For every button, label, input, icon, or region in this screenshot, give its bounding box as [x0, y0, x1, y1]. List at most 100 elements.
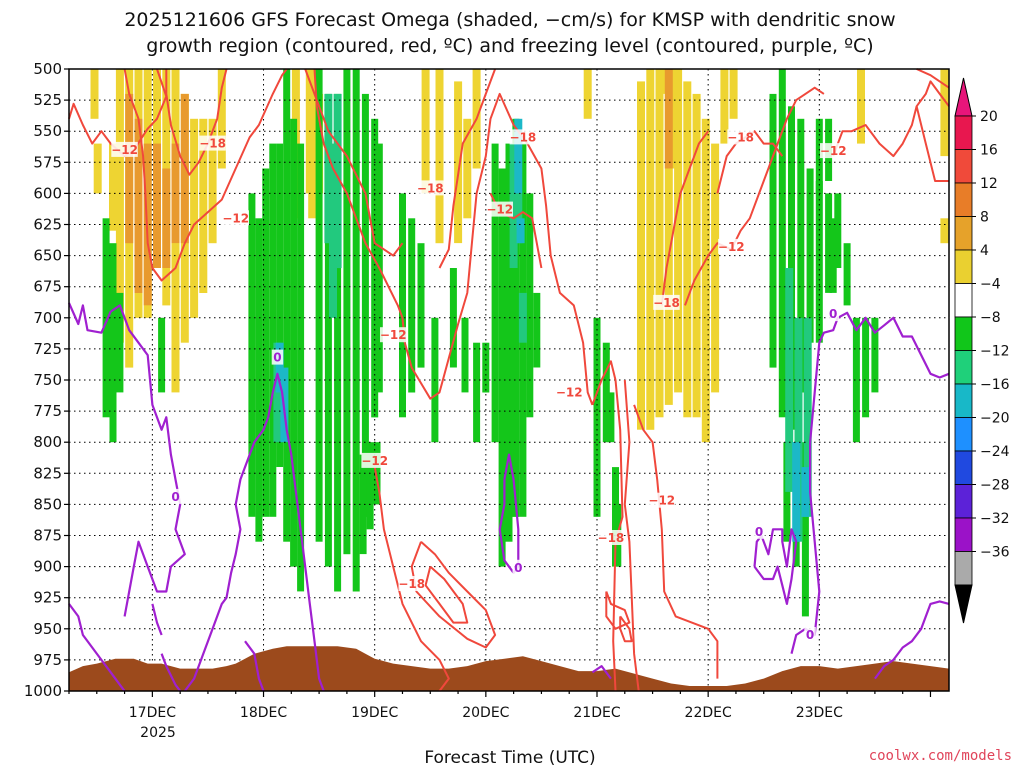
omega-band — [308, 69, 317, 219]
freezing-level-contour — [183, 372, 325, 692]
freezing-level-contour — [591, 664, 612, 680]
contour-label-background — [361, 452, 388, 468]
omega-band — [408, 218, 416, 393]
y-tick-label: 700 — [33, 309, 62, 327]
colorbar-label: 8 — [980, 210, 989, 226]
year-label: 2025 — [140, 725, 176, 741]
y-axis: 500 525 550 575 600 625 650 675 700 725 750 775 800 8… — [24, 60, 69, 700]
y-tick-label: 975 — [33, 651, 62, 669]
omega-band — [646, 69, 655, 430]
y-tick-label: 925 — [33, 589, 62, 607]
omega-band — [825, 193, 833, 293]
omega-band — [607, 392, 615, 443]
omega-shading — [90, 69, 949, 617]
x-tick-label: 23DEC — [796, 705, 843, 721]
colorbar-swatch — [954, 283, 973, 318]
omega-band — [116, 292, 124, 393]
omega-band — [208, 118, 217, 244]
colorbar-label: −4 — [980, 277, 1001, 293]
contour-label-background — [486, 201, 513, 217]
omega-band — [276, 143, 284, 467]
colorbar-label: −24 — [980, 444, 1010, 460]
x-tick-label: 20DEC — [462, 705, 509, 721]
omega-band — [803, 317, 812, 517]
omega-band — [664, 69, 673, 169]
omega-band — [683, 81, 692, 418]
dendritic-contour — [832, 80, 950, 158]
y-tick-label: 875 — [33, 527, 62, 545]
omega-band — [514, 118, 523, 194]
omega-band — [158, 317, 166, 393]
colorbar-top-arrow — [954, 77, 973, 117]
omega-band — [783, 442, 791, 542]
omega-band — [361, 93, 369, 517]
omega-band — [373, 442, 381, 505]
omega-band — [505, 143, 513, 542]
contour-label: 0 — [829, 307, 837, 321]
omega-band — [801, 467, 810, 517]
y-tick-label: 1000 — [24, 682, 62, 700]
contour-label-background — [597, 530, 625, 545]
freezing-level-contour — [244, 640, 265, 692]
omega-band — [491, 143, 499, 443]
omega-band — [449, 268, 457, 368]
gridlines — [69, 69, 949, 691]
dendritic-contour — [660, 130, 710, 306]
y-tick-label: 725 — [33, 340, 62, 358]
y-tick-label: 600 — [33, 184, 62, 202]
contour-label: −18 — [653, 296, 680, 310]
omega-band — [583, 69, 592, 119]
omega-band — [815, 181, 823, 343]
omega-band — [290, 118, 298, 567]
contour-label: −12 — [111, 143, 138, 157]
x-axis-label: Forecast Time (UTC) — [424, 748, 595, 768]
omega-band — [655, 69, 664, 418]
colorbar-swatch — [954, 149, 973, 184]
dendritic-contour — [915, 106, 949, 182]
colorbar-label: −12 — [980, 344, 1010, 360]
omega-band — [248, 193, 256, 517]
contour-label: −12 — [556, 385, 583, 399]
omega-band — [125, 93, 134, 244]
omega-band — [862, 317, 870, 418]
omega-band — [498, 168, 506, 567]
dendritic-contour — [313, 68, 404, 319]
colorbar-swatch — [954, 249, 973, 284]
colorbar-label: 20 — [980, 109, 998, 125]
contour-label: −18 — [199, 137, 226, 151]
contour-label-background — [727, 129, 754, 145]
omega-band — [454, 81, 463, 244]
omega-band — [769, 93, 777, 368]
omega-band — [109, 243, 117, 443]
omega-band — [797, 118, 805, 393]
dendritic-contour — [916, 68, 950, 89]
omega-band — [533, 292, 541, 368]
omega-band — [153, 143, 161, 268]
y-tick-label: 750 — [33, 371, 62, 389]
omega-band — [399, 193, 406, 418]
omega-band — [463, 118, 472, 219]
colorbar-swatch — [954, 316, 973, 351]
contour-label: 0 — [171, 490, 179, 504]
dendritic-contour — [401, 92, 594, 406]
freezing-level-contour — [151, 603, 163, 636]
omega-band — [701, 118, 710, 443]
omega-band — [815, 118, 823, 194]
omega-band — [711, 143, 720, 393]
dendritic-contour — [438, 68, 497, 269]
colorbar-swatch — [954, 350, 973, 385]
y-tick-label: 500 — [33, 60, 62, 78]
omega-band — [262, 168, 270, 517]
y-tick-label: 550 — [33, 122, 62, 140]
omega-band — [352, 69, 360, 592]
colorbar-label: 4 — [980, 243, 989, 259]
colorbar-bottom-arrow — [954, 584, 973, 624]
omega-band — [794, 317, 803, 542]
y-tick-label: 850 — [33, 495, 62, 513]
omega-band — [473, 342, 481, 443]
contour-label: −12 — [380, 328, 407, 342]
omega-band — [482, 342, 490, 393]
plot-area: −12 −18 −12 −18 −12 −18 −12 −12 −18 −12 −18 −12 −18 −… — [67, 68, 950, 692]
omega-band — [315, 69, 323, 542]
omega-band — [297, 143, 305, 592]
